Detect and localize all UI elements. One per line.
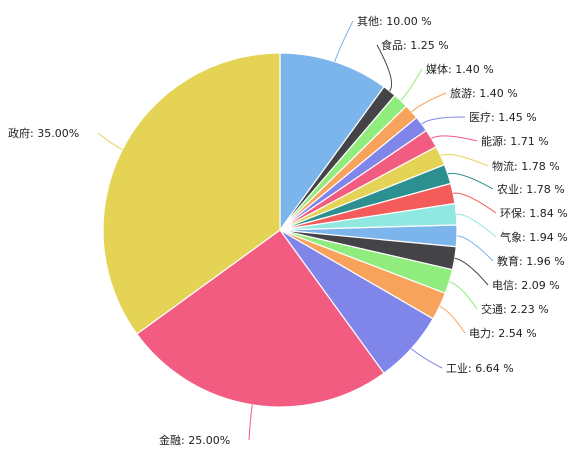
connector-17 (97, 132, 123, 151)
slice-label-4: 旅游: 1.40 % (450, 86, 518, 100)
slice-label-5: 医疗: 1.45 % (469, 110, 537, 124)
connector-1 (334, 20, 354, 62)
connector-13 (449, 281, 478, 310)
connector-8 (447, 172, 494, 190)
slice-label-2: 食品: 1.25 % (381, 38, 449, 52)
slice-label-15: 工业: 6.64 % (446, 362, 514, 375)
pie-slices (102, 52, 458, 408)
connector-14 (439, 305, 466, 334)
slice-label-16: 金融: 25.00% (159, 433, 230, 447)
connector-2 (376, 44, 393, 92)
slice-label-17: 政府: 35.00% (8, 126, 79, 140)
connector-11 (456, 235, 494, 262)
connector-5 (421, 116, 466, 125)
slice-label-8: 农业: 1.78 % (497, 182, 565, 196)
slice-label-11: 教育: 1.96 % (497, 254, 565, 268)
pie-slice-17[interactable] (102, 52, 281, 335)
connector-16 (248, 404, 253, 441)
label-connectors (97, 20, 497, 441)
slice-label-12: 电信: 2.09 % (492, 279, 560, 292)
slice-label-14: 电力: 2.54 % (469, 327, 537, 340)
slice-label-1: 其他: 10.00 % (357, 15, 432, 28)
connector-7 (440, 153, 489, 167)
connector-3 (400, 68, 423, 101)
connector-10 (456, 213, 497, 238)
slice-label-9: 环保: 1.84 % (500, 206, 568, 220)
connector-12 (454, 257, 489, 286)
slice-label-6: 能源: 1.71 % (481, 134, 549, 148)
slice-label-3: 媒体: 1.40 % (426, 62, 494, 76)
slice-labels: 其他: 10.00 % 食品: 1.25 % 媒体: 1.40 % 旅游: 1.40 … (8, 15, 568, 447)
slice-label-13: 交通: 2.23 % (481, 302, 549, 316)
connector-6 (431, 135, 478, 142)
slice-label-7: 物流: 1.78 % (492, 159, 560, 173)
slice-label-10: 气象: 1.94 % (500, 230, 568, 244)
connector-9 (453, 192, 497, 214)
connector-4 (411, 92, 447, 113)
pie-slice-1[interactable] (279, 52, 385, 231)
connector-15 (411, 348, 443, 369)
